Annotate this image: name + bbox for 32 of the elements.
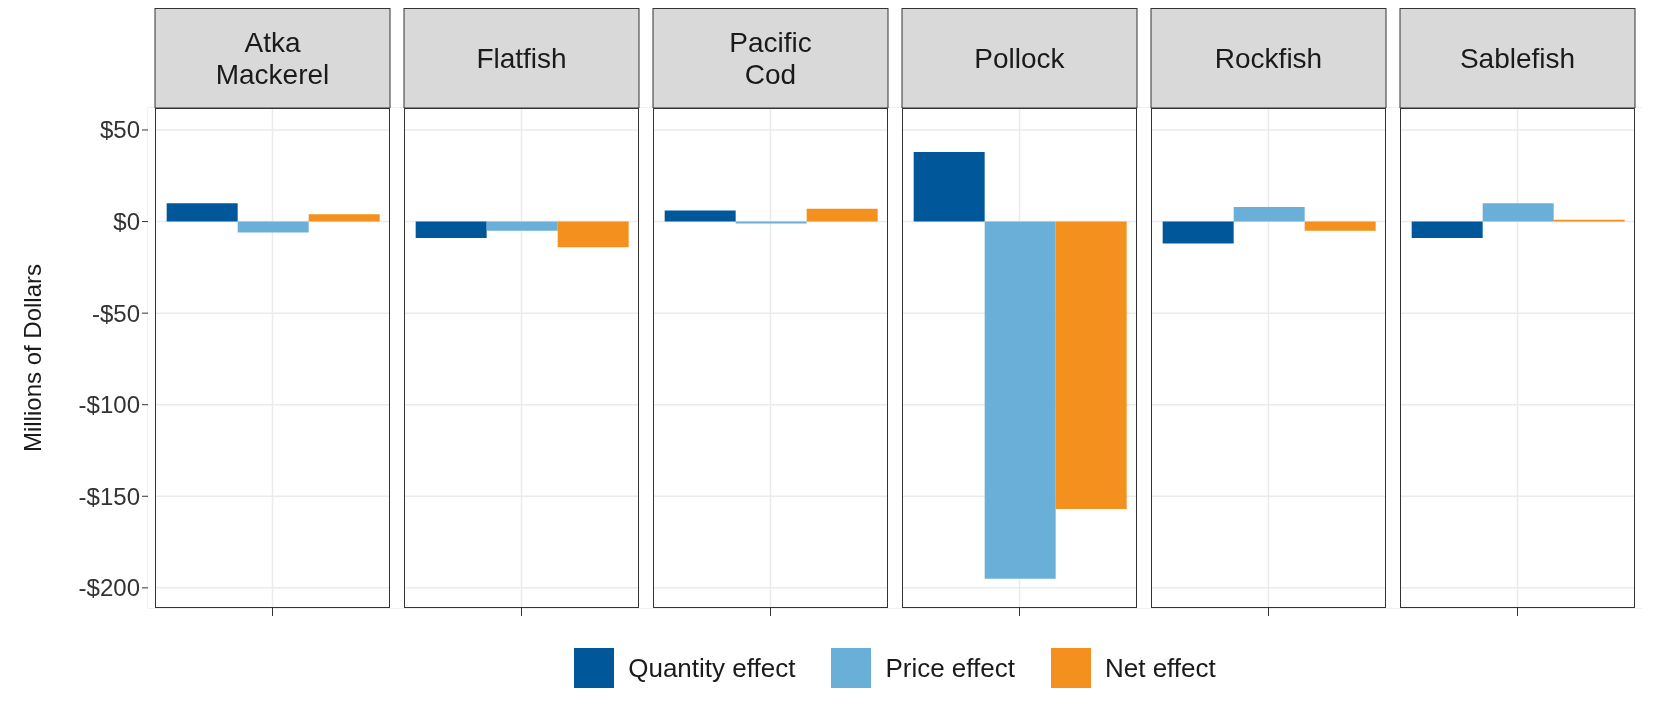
bar: [486, 221, 558, 231]
y-tick-label: -$50: [91, 299, 140, 327]
x-tick-label: Pollock: [974, 43, 1066, 74]
bar: [308, 214, 380, 222]
bar: [557, 221, 629, 248]
bar: [1162, 221, 1234, 244]
y-tick-label: -$100: [78, 391, 140, 419]
bar: [1055, 221, 1127, 510]
legend-label: Price effect: [885, 652, 1015, 684]
x-tick-label: Flatfish: [476, 43, 567, 74]
bar: [237, 221, 309, 233]
bar: [415, 221, 487, 239]
bar: [1304, 221, 1376, 231]
y-axis-title: Millions of Dollars: [18, 263, 46, 453]
legend-label: Net effect: [1104, 652, 1216, 684]
bar: [1411, 221, 1483, 239]
bar: [913, 151, 985, 222]
y-tick-label: -$150: [78, 482, 140, 510]
y-tick-label: $0: [113, 208, 140, 236]
bar: [806, 208, 878, 222]
bar: [984, 221, 1056, 579]
bar: [166, 203, 238, 222]
legend-label: Quantity effect: [628, 652, 796, 684]
y-tick-label: $50: [99, 116, 140, 144]
bar: [664, 210, 736, 222]
x-tick-label: Atka Mackerel: [215, 27, 330, 90]
x-tick-label: Rockfish: [1214, 43, 1323, 74]
x-tick-label: Pacific Cod: [729, 27, 812, 90]
bar: [1233, 206, 1305, 222]
y-tick-label: -$200: [78, 574, 140, 602]
bar: [1482, 203, 1554, 222]
x-tick-label: Sablefish: [1459, 43, 1576, 74]
